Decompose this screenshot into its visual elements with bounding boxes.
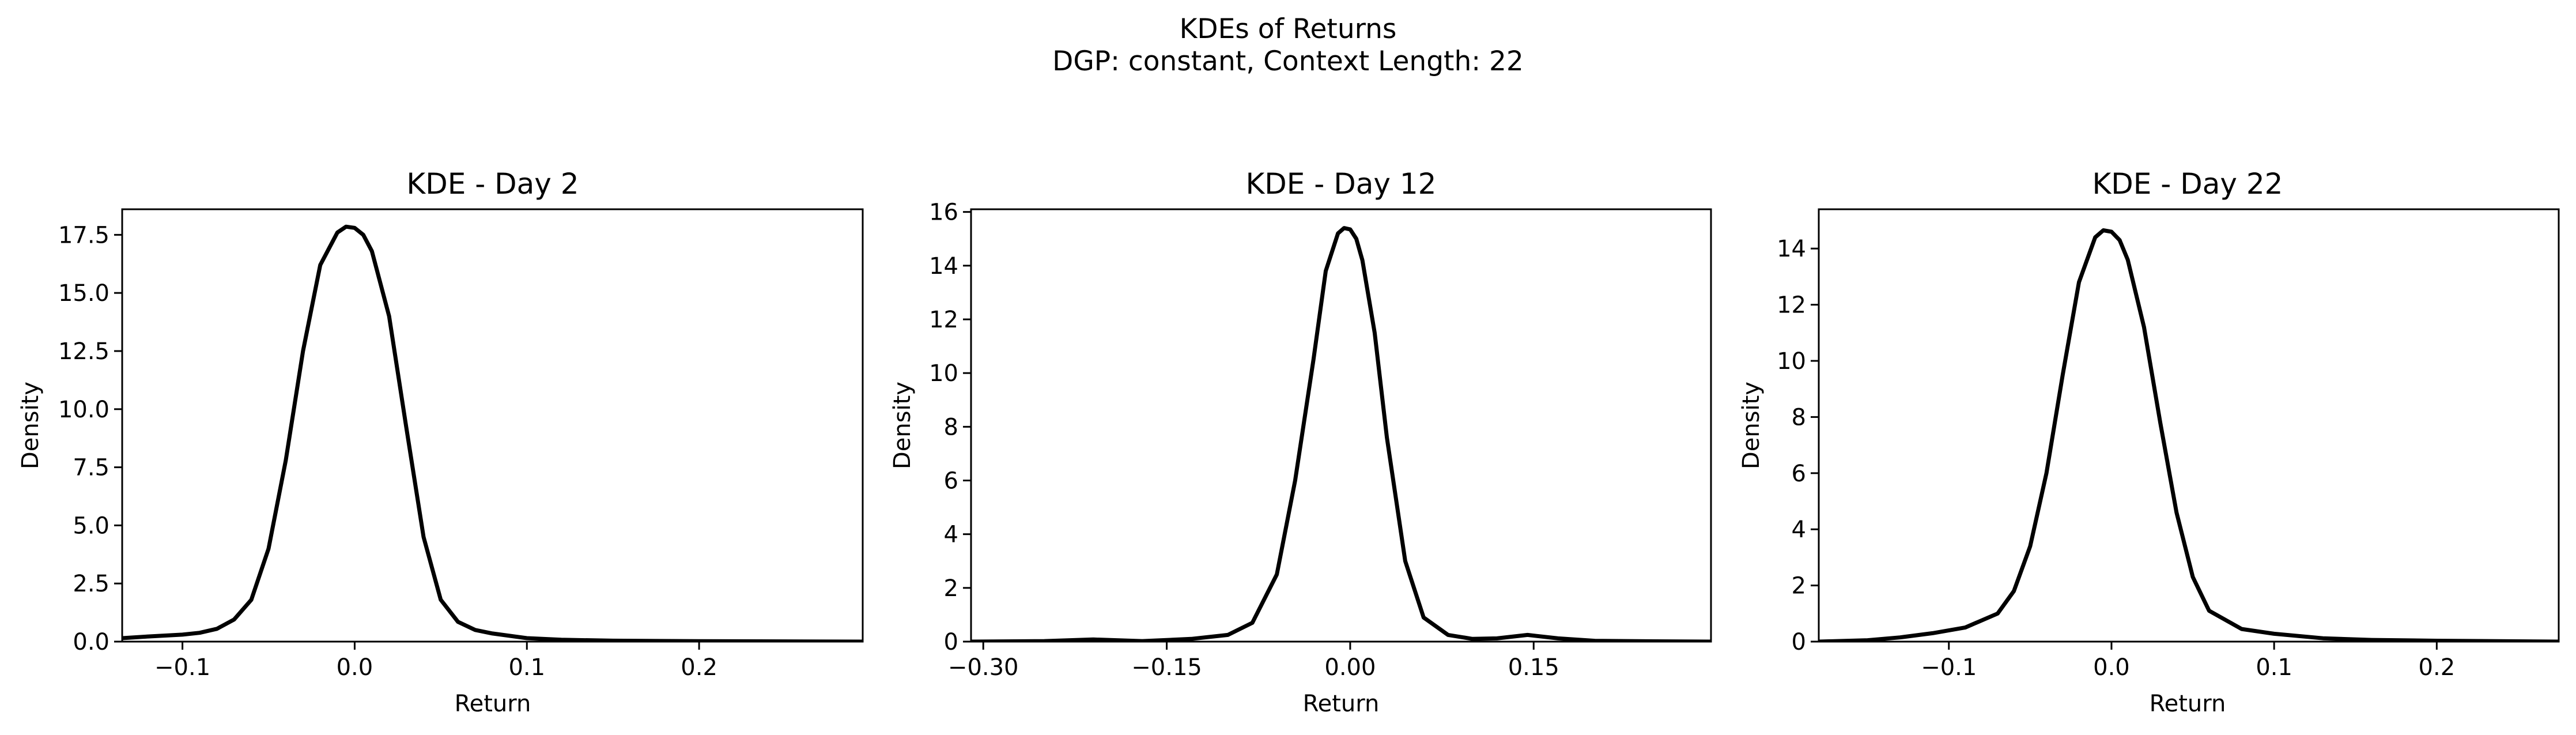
- x-tick-label: −0.15: [1131, 654, 1202, 681]
- y-tick-label: 4: [944, 522, 958, 548]
- y-tick-label: 6: [1792, 461, 1806, 487]
- y-axis-label: Density: [1738, 382, 1765, 469]
- kde-day-2-panel: KDE - Day 2 Return Density −0.1 0.0 0.1 0.2…: [17, 167, 864, 717]
- kde-density-line: [1819, 228, 2559, 642]
- panel-title: KDE - Day 12: [1246, 167, 1437, 201]
- y-tick-label: 5.0: [73, 512, 109, 539]
- x-tick-label: 0.2: [2419, 654, 2456, 681]
- y-axis-label: Density: [889, 382, 916, 469]
- y-tick-label: 0.0: [73, 629, 109, 655]
- y-tick-label: 2.5: [73, 571, 109, 597]
- plot-frame: [970, 208, 1712, 643]
- x-tick-label: 0.0: [337, 654, 373, 681]
- x-tick-label: 0.0: [2093, 654, 2130, 681]
- plot-frame: [121, 208, 864, 643]
- kde-density-line: [971, 226, 1711, 642]
- y-tick-label: 15.0: [58, 280, 109, 307]
- plot-frame: [1818, 208, 2560, 643]
- y-tick-label: 7.5: [73, 455, 109, 481]
- x-tick-label: 0.1: [508, 654, 545, 681]
- y-tick-label: 2: [1792, 573, 1806, 600]
- kde-day-12-panel: KDE - Day 12 Return Density −0.30 −0.15 0.…: [889, 167, 1712, 717]
- y-tick-label: 14: [929, 253, 958, 280]
- x-tick-label: 0.15: [1508, 654, 1559, 681]
- figure-title-line-1: KDEs of Returns: [1180, 13, 1397, 45]
- kde-density-line: [122, 224, 863, 642]
- y-tick-label: 8: [1792, 404, 1806, 431]
- y-tick-label: 14: [1777, 236, 1806, 262]
- x-tick-label: 0.00: [1324, 654, 1376, 681]
- y-tick-label: 6: [944, 468, 958, 494]
- kde-day-22-panel: KDE - Day 22 Return Density −0.1 0.0 0.1 0.…: [1738, 167, 2560, 717]
- y-tick-label: 0: [1792, 629, 1806, 655]
- y-tick-label: 12: [1777, 292, 1806, 319]
- y-tick-label: 2: [944, 575, 958, 602]
- x-tick-label: −0.1: [1921, 654, 1977, 681]
- y-tick-label: 16: [929, 199, 958, 226]
- y-tick-label: 17.5: [58, 222, 109, 248]
- x-tick-label: −0.30: [948, 654, 1019, 681]
- figure-title-line-2: DGP: constant, Context Length: 22: [1052, 46, 1524, 77]
- y-tick-label: 10: [1777, 348, 1806, 375]
- y-tick-label: 10: [929, 360, 958, 387]
- y-tick-label: 4: [1792, 517, 1806, 543]
- panel-title: KDE - Day 2: [406, 167, 579, 201]
- y-tick-label: 0: [944, 629, 958, 655]
- x-axis-label: Return: [455, 691, 531, 717]
- x-tick-label: 0.2: [681, 654, 717, 681]
- y-tick-label: 12.5: [58, 338, 109, 365]
- x-axis-label: Return: [2150, 691, 2226, 717]
- y-axis-label: Density: [17, 382, 44, 469]
- y-tick-label: 8: [944, 414, 958, 440]
- x-tick-label: −0.1: [154, 654, 210, 681]
- x-axis-label: Return: [1303, 691, 1380, 717]
- y-tick-label: 12: [929, 307, 958, 333]
- y-tick-label: 10.0: [58, 397, 109, 423]
- panel-title: KDE - Day 22: [2092, 167, 2283, 201]
- x-tick-label: 0.1: [2256, 654, 2292, 681]
